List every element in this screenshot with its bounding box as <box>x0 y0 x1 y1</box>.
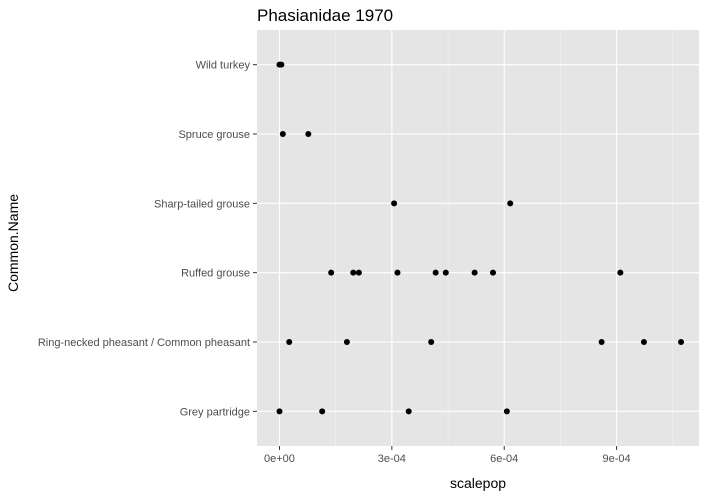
x-tick-label: 6e-04 <box>490 453 518 465</box>
data-point <box>489 269 496 276</box>
data-point <box>394 269 401 276</box>
data-point <box>305 131 312 137</box>
y-tick-label: Wild turkey <box>196 60 251 72</box>
data-point <box>503 408 510 415</box>
data-point <box>278 61 285 68</box>
y-tick-label: Sharp-tailed grouse <box>154 198 250 210</box>
data-point <box>678 339 685 345</box>
data-point <box>279 131 286 137</box>
data-point <box>471 269 478 276</box>
x-tick-label: 0e+00 <box>264 453 295 465</box>
x-tick-label: 9e-04 <box>603 453 631 465</box>
data-point <box>598 339 605 345</box>
chart-title: Phasianidae 1970 <box>257 6 393 25</box>
minor-gridlines <box>335 30 674 446</box>
data-point <box>405 408 412 415</box>
data-point <box>355 269 362 276</box>
x-tick-label: 3e-04 <box>378 453 406 465</box>
data-point <box>319 408 326 415</box>
data-point <box>640 339 647 345</box>
y-axis-ticks: Wild turkey Spruce grouse Sharp-tailed gro… <box>38 60 257 418</box>
data-points <box>276 61 685 415</box>
y-axis-title: Common.Name <box>5 194 21 292</box>
data-point <box>276 408 283 415</box>
y-tick-label: Spruce grouse <box>178 129 250 141</box>
data-point <box>350 269 357 276</box>
y-tick-label: Grey partridge <box>180 406 250 418</box>
y-tick-label: Ruffed grouse <box>181 268 250 280</box>
data-point <box>507 200 514 207</box>
y-tick-label: Ring-necked pheasant / Common pheasant <box>38 337 250 349</box>
data-point <box>617 269 624 276</box>
data-point <box>442 269 449 276</box>
x-axis-ticks: 0e+00 3e-04 6e-04 9e-04 <box>264 446 631 465</box>
x-axis-title: scalepop <box>450 475 506 491</box>
data-point <box>432 269 439 276</box>
data-point <box>391 200 398 207</box>
data-point <box>286 339 293 345</box>
data-point <box>328 269 335 276</box>
plot-panel <box>257 30 699 446</box>
data-point <box>343 339 350 345</box>
data-point <box>428 339 435 345</box>
